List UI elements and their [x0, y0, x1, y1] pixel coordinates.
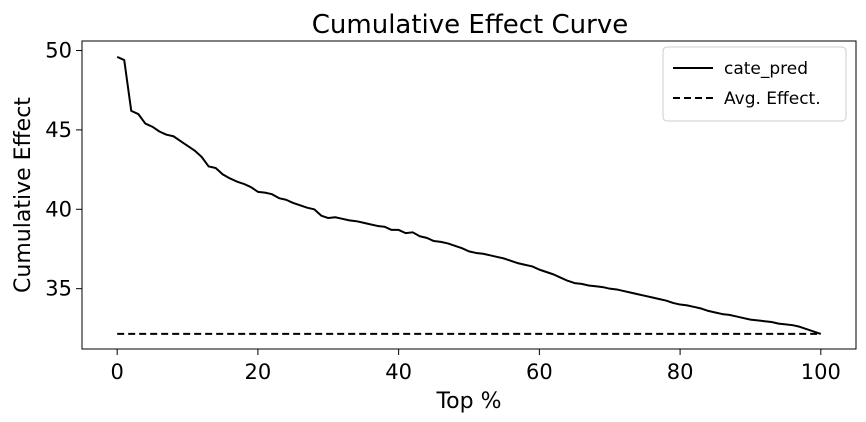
y-axis-label: Cumulative Effect: [11, 97, 36, 293]
legend: cate_pred Avg. Effect.: [662, 46, 847, 122]
x-tick-label: 20: [245, 360, 272, 384]
legend-label-cate-pred: cate_pred: [724, 59, 808, 79]
y-axis-ticks: 35 40 45 50: [45, 39, 82, 301]
plot-area-frame: [81, 40, 857, 350]
legend-label-avg-effect: Avg. Effect.: [724, 89, 821, 109]
x-axis-label: Top %: [435, 389, 501, 414]
x-axis-ticks: 0 20 40 60 80 100: [110, 349, 841, 384]
y-tick-label: 40: [45, 197, 72, 221]
x-tick-label: 40: [385, 360, 412, 384]
x-tick-label: 100: [801, 360, 841, 384]
chart-title: Cumulative Effect Curve: [312, 10, 628, 40]
x-tick-label: 60: [526, 360, 553, 384]
legend-box: [662, 46, 847, 122]
x-tick-label: 0: [110, 360, 123, 384]
y-tick-label: 50: [45, 39, 72, 63]
x-tick-label: 80: [667, 360, 694, 384]
series-layer: [116, 55, 822, 335]
y-tick-label: 45: [45, 118, 72, 142]
y-tick-label: 35: [45, 277, 72, 301]
series-line-cate-pred: [116, 55, 822, 335]
